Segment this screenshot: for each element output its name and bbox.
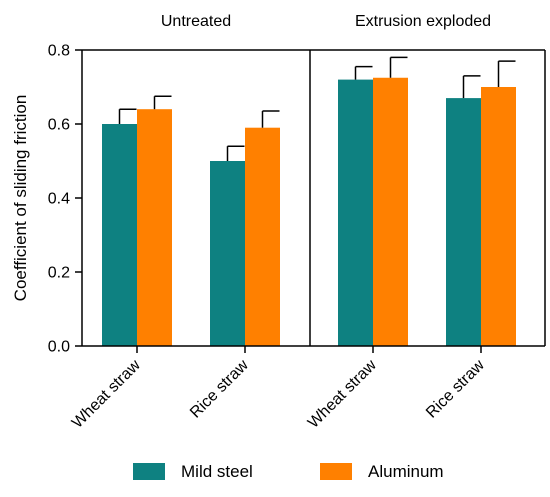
y-axis-title: Coefficient of sliding friction bbox=[11, 95, 30, 302]
legend-swatch bbox=[133, 463, 165, 480]
panel-title: Untreated bbox=[161, 13, 231, 30]
plot-area: 0.0 0.2 0.4 0.6 0.8 Untreated Extrusion explod… bbox=[48, 13, 546, 432]
x-tick-label: Rice straw bbox=[187, 356, 252, 421]
bar bbox=[338, 79, 373, 346]
x-tick-label: Rice straw bbox=[423, 356, 488, 421]
legend-swatch bbox=[320, 463, 352, 480]
bar bbox=[373, 77, 408, 346]
x-tick-label: Wheat straw bbox=[69, 356, 144, 431]
legend: Mild steel Aluminum bbox=[133, 462, 444, 481]
y-tick-label: 0.0 bbox=[48, 339, 70, 356]
y-tick-label: 0.2 bbox=[48, 265, 70, 282]
bar bbox=[210, 161, 245, 346]
bar bbox=[245, 127, 280, 346]
y-tick-label: 0.8 bbox=[48, 43, 70, 60]
bar bbox=[102, 124, 137, 346]
x-tick-label: Wheat straw bbox=[305, 356, 380, 431]
legend-label: Aluminum bbox=[368, 462, 444, 481]
y-tick-label: 0.4 bbox=[48, 191, 70, 208]
legend-label: Mild steel bbox=[181, 462, 253, 481]
y-tick-label: 0.6 bbox=[48, 117, 70, 134]
bar bbox=[446, 98, 481, 346]
panel-title: Extrusion exploded bbox=[355, 13, 491, 30]
bar bbox=[137, 109, 172, 346]
bar bbox=[481, 87, 516, 346]
